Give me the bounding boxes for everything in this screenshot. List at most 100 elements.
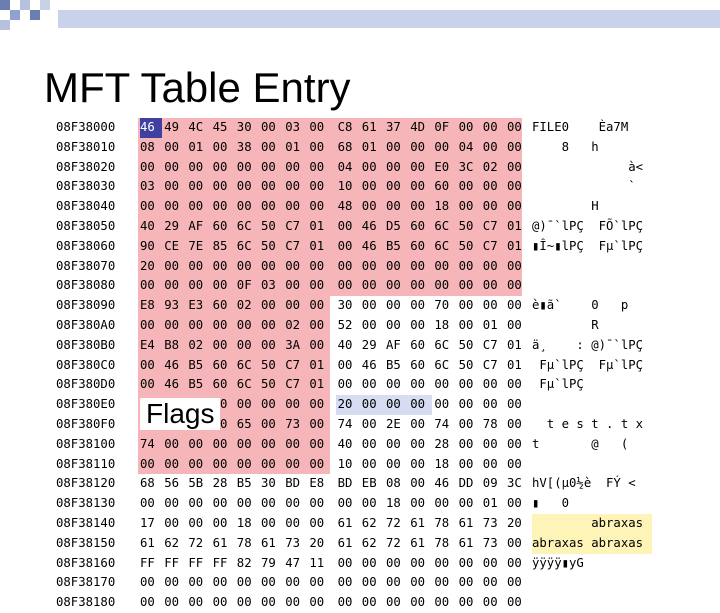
hex-byte[interactable]: 04 [458, 139, 474, 154]
hex-byte[interactable]: 40 [140, 218, 155, 233]
hex-byte[interactable]: 00 [507, 377, 522, 392]
hex-byte[interactable]: 37 [386, 120, 401, 134]
hex-byte[interactable]: AF [188, 218, 204, 233]
hex-byte[interactable]: 00 [261, 120, 276, 134]
hex-byte[interactable]: 40 [337, 436, 353, 451]
hex-byte[interactable]: 4C [188, 120, 204, 134]
hex-byte[interactable]: 01 [309, 377, 325, 392]
hex-byte[interactable]: 00 [434, 377, 450, 392]
hex-byte[interactable]: 50 [261, 218, 276, 233]
hex-byte[interactable]: 18 [434, 456, 450, 471]
hex-byte[interactable]: 00 [212, 515, 228, 530]
hex-row[interactable]: 08F38130 00 00 00 00 00 00 00 00 00 00 18 00 00 00 01 00… [54, 494, 684, 514]
hex-byte[interactable]: 7E [188, 238, 204, 253]
hex-byte[interactable]: 00 [164, 575, 179, 590]
hex-byte[interactable]: 00 [236, 317, 252, 332]
hex-byte[interactable]: 00 [164, 179, 179, 194]
hex-byte[interactable]: 00 [458, 120, 474, 134]
hex-byte[interactable]: 00 [482, 456, 498, 471]
hex-byte[interactable]: 29 [164, 218, 179, 233]
hex-byte[interactable]: 00 [309, 397, 325, 412]
hex-byte[interactable]: 00 [410, 476, 425, 491]
hex-byte[interactable]: 00 [337, 357, 353, 372]
hex-row[interactable]: 08F380B0 E4 B8 02 00 00 00 3A 00 40 29 AF 60 6C 50 C7 01… [54, 336, 684, 356]
hex-byte[interactable]: 00 [458, 496, 474, 511]
hex-byte[interactable]: 00 [309, 199, 325, 214]
hex-byte[interactable]: FF [212, 555, 228, 570]
hex-byte[interactable]: 00 [140, 159, 155, 174]
hex-byte[interactable]: 6C [236, 238, 252, 253]
hex-row[interactable]: 08F38000 46 49 4C 45 30 00 03 00 C8 61 37 4D 0F 00 00 00… [54, 118, 684, 138]
hex-byte[interactable]: 00 [261, 179, 276, 194]
hex-byte[interactable]: 18 [434, 317, 450, 332]
hex-byte[interactable]: 00 [458, 199, 474, 214]
hex-row[interactable]: 08F38120 68 56 5B 28 B5 30 BD E8 BD EB 08 00 46 DD 09 3C… [54, 474, 684, 494]
hex-byte[interactable]: 00 [434, 139, 450, 154]
hex-byte[interactable]: 00 [361, 258, 377, 273]
hex-byte[interactable]: 00 [261, 337, 276, 352]
hex-byte[interactable]: 02 [188, 337, 204, 352]
hex-byte[interactable]: 00 [361, 159, 377, 174]
hex-byte[interactable]: 00 [337, 218, 353, 233]
hex-byte[interactable]: 03 [285, 120, 300, 134]
hex-row[interactable]: 08F38090 E8 93 E3 60 02 00 00 00 30 00 00 00 70 00 00 00… [54, 296, 684, 316]
hex-byte[interactable]: 00 [309, 515, 325, 530]
hex-byte[interactable]: 78 [434, 515, 450, 530]
hex-byte[interactable]: 00 [285, 595, 300, 610]
hex-byte[interactable]: C7 [482, 357, 498, 372]
hex-byte[interactable]: 00 [410, 555, 425, 570]
hex-byte[interactable]: 01 [285, 139, 300, 154]
hex-byte[interactable]: 00 [507, 159, 522, 174]
hex-byte[interactable]: 20 [140, 258, 155, 273]
hex-byte[interactable]: 00 [458, 377, 474, 392]
hex-byte[interactable]: 00 [212, 159, 228, 174]
hex-byte[interactable]: 00 [337, 575, 353, 590]
hex-row[interactable]: 08F38030 03 00 00 00 00 00 00 00 10 00 00 00 60 00 00 00… [54, 177, 684, 197]
hex-byte[interactable]: AF [386, 337, 401, 352]
hex-byte[interactable]: 00 [458, 456, 474, 471]
hex-byte[interactable]: 00 [164, 278, 179, 293]
hex-byte[interactable]: 00 [261, 159, 276, 174]
hex-byte[interactable]: 00 [309, 575, 325, 590]
hex-byte[interactable]: 38 [236, 139, 252, 154]
hex-byte[interactable]: E4 [140, 337, 155, 352]
hex-byte[interactable]: 74 [337, 416, 353, 431]
hex-byte[interactable]: 50 [261, 357, 276, 372]
hex-byte[interactable]: 46 [361, 218, 377, 233]
hex-byte[interactable]: 6C [434, 238, 450, 253]
hex-byte[interactable]: 00 [188, 159, 204, 174]
hex-byte[interactable]: 30 [261, 476, 276, 491]
hex-row[interactable]: 08F38060 90 CE 7E 85 6C 50 C7 01 00 46 B5 60 6C 50 C7 01… [54, 237, 684, 257]
hex-byte[interactable]: 00 [507, 496, 522, 511]
hex-byte[interactable]: 02 [236, 298, 252, 313]
hex-row[interactable]: 08F38140 17 00 00 00 18 00 00 00 61 62 72 61 78 61 73 20… [54, 513, 684, 534]
hex-byte[interactable]: 73 [285, 416, 300, 431]
hex-byte[interactable]: 01 [507, 238, 522, 253]
hex-byte[interactable]: 00 [458, 278, 474, 293]
hex-byte[interactable]: 00 [386, 317, 401, 332]
hex-byte[interactable]: 3C [458, 159, 474, 174]
hex-byte[interactable]: 00 [507, 575, 522, 590]
hex-byte[interactable]: 00 [458, 595, 474, 610]
hex-byte[interactable]: 65 [236, 416, 252, 431]
hex-byte[interactable]: 6C [236, 377, 252, 392]
hex-byte[interactable]: 4D [410, 120, 425, 134]
hex-byte[interactable]: 00 [188, 515, 204, 530]
hex-byte[interactable]: 00 [164, 456, 179, 471]
hex-byte[interactable]: 00 [386, 139, 401, 154]
hex-byte[interactable]: 00 [212, 139, 228, 154]
hex-byte[interactable]: 28 [434, 436, 450, 451]
hex-byte[interactable]: 00 [236, 496, 252, 511]
hex-byte[interactable]: 00 [507, 397, 522, 412]
hex-byte[interactable]: 00 [361, 298, 377, 313]
hex-byte[interactable]: 00 [140, 357, 155, 372]
hex-byte[interactable]: 00 [361, 575, 377, 590]
hex-byte[interactable]: 00 [386, 436, 401, 451]
hex-byte[interactable]: 00 [309, 139, 325, 154]
hex-byte[interactable]: 00 [261, 298, 276, 313]
hex-byte[interactable]: 00 [410, 159, 425, 174]
hex-byte[interactable]: BD [285, 476, 300, 491]
hex-byte[interactable]: 00 [482, 120, 498, 134]
hex-byte[interactable]: 00 [236, 199, 252, 214]
hex-byte[interactable]: 00 [482, 555, 498, 570]
